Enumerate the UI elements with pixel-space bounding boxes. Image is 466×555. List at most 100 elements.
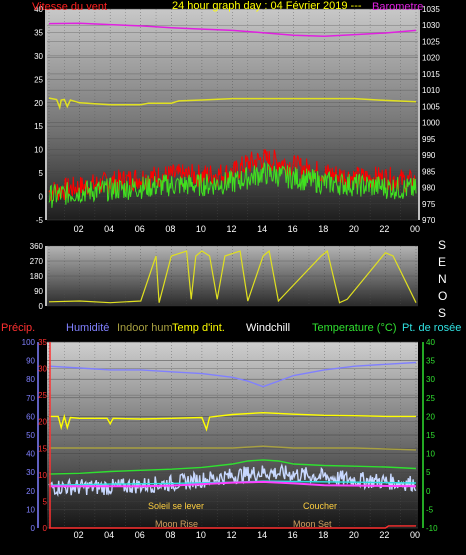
- x-tick-label: 02: [74, 224, 84, 234]
- y-tick-label: 995: [422, 135, 436, 144]
- temp-d-int--line: [49, 411, 416, 432]
- y-tick-label: 0: [43, 524, 48, 533]
- solaire-line: [49, 480, 417, 488]
- wind-noise-line: [48, 162, 417, 208]
- y-tick-label: 35: [38, 338, 47, 347]
- series-wind-baro: [48, 22, 417, 208]
- header-barometer-label: Barometre: [372, 1, 423, 13]
- y-tick-label: 10: [34, 146, 43, 155]
- x-tick-label: 14: [257, 224, 267, 234]
- y-tick-label: 0: [31, 524, 36, 533]
- y-tick-label: 0: [39, 302, 44, 311]
- x-tick-label: 10: [196, 224, 206, 234]
- direction-letter-s-bottom: S: [438, 306, 446, 320]
- ticks-wind: -505101520253035409709759809859909951000…: [34, 5, 440, 225]
- y-tick-label: 1005: [422, 102, 440, 111]
- y-tick-label: 10: [426, 450, 435, 459]
- annotation-moonset: Moon Set: [293, 519, 332, 529]
- ticks-direction: 0 90 180 270 360: [30, 242, 47, 311]
- y-tick-label: 1015: [422, 70, 440, 79]
- direction-line: [48, 249, 417, 304]
- series-line: [48, 97, 417, 111]
- y-tick-label: 60: [26, 412, 35, 421]
- x-tick-label: 08: [165, 530, 175, 540]
- ticks-temp: 010203040506070809010005101520253035-10-…: [22, 338, 438, 533]
- x-tick-label: 20: [349, 224, 359, 234]
- y-tick-label: 15: [38, 444, 47, 453]
- indoor-hum-line: [49, 445, 417, 451]
- legend-temperature: Temperature (°C): [312, 322, 396, 334]
- y-tick-label: 180: [30, 272, 44, 281]
- y-tick-label: 20: [38, 418, 47, 427]
- y-tick-label: 5: [43, 497, 48, 506]
- y-tick-label: -5: [36, 216, 44, 225]
- y-tick-label: 50: [26, 431, 35, 440]
- y-tick-label: 20: [34, 99, 43, 108]
- annotation-moonrise: Moon Rise: [155, 519, 198, 529]
- annotation-sunrise: Soleil se lever: [148, 501, 204, 511]
- header-wind-label: Vitesse du vent: [32, 1, 107, 13]
- y-tick-label: 40: [26, 450, 35, 459]
- legend-precip: Précip.: [1, 322, 35, 334]
- y-tick-label: 90: [26, 357, 35, 366]
- y-tick-label: 40: [426, 338, 435, 347]
- windchill-line: [48, 463, 417, 498]
- x-tick-label: 22: [379, 224, 389, 234]
- legend-indoor-hum: Indoor hum: [117, 322, 173, 334]
- grid-wind: [47, 8, 418, 221]
- x-tick-label: 18: [318, 530, 328, 540]
- y-tick-label: 25: [34, 75, 43, 84]
- y-tick-label: 5: [39, 169, 44, 178]
- x-tick-label: 12: [227, 530, 237, 540]
- y-tick-label: 10: [38, 471, 47, 480]
- y-tick-label: 90: [34, 287, 43, 296]
- x-tick-label: 12: [227, 224, 237, 234]
- direction-letter-o: O: [438, 289, 447, 303]
- y-tick-label: 35: [34, 28, 43, 37]
- y-tick-label: 1000: [422, 119, 440, 128]
- direction-letter-s-top: S: [438, 238, 446, 252]
- x-tick-label: 16: [288, 530, 298, 540]
- y-tick-label: 20: [426, 412, 435, 421]
- pr-cip--line: [49, 525, 416, 529]
- header-title: 24 hour graph day : 04 Février 2019 ---: [172, 0, 362, 12]
- y-tick-label: -10: [426, 524, 438, 533]
- temperature-c--line: [48, 459, 417, 475]
- x-tick-label: 04: [104, 224, 114, 234]
- y-tick-label: 70: [26, 394, 35, 403]
- y-tick-label: 10: [26, 505, 35, 514]
- y-tick-label: 30: [26, 468, 35, 477]
- x-tick-label: 06: [135, 224, 145, 234]
- y-tick-label: 0: [426, 487, 431, 496]
- humidit--line: [48, 361, 417, 388]
- legend-temp-int: Temp d'int.: [172, 322, 225, 334]
- y-tick-label: 15: [34, 122, 43, 131]
- y-tick-label: 1020: [422, 54, 440, 63]
- y-tick-label: 1030: [422, 21, 440, 30]
- direction-letter-n: N: [438, 272, 447, 286]
- x-tick-label: 14: [257, 530, 267, 540]
- direction-letter-e: E: [438, 255, 446, 269]
- y-tick-label: 985: [422, 167, 436, 176]
- y-tick-label: 35: [426, 357, 435, 366]
- y-tick-label: 1010: [422, 86, 440, 95]
- y-tick-label: 0: [39, 193, 44, 202]
- x-tick-label: 04: [104, 530, 114, 540]
- series-temp-hum: [48, 361, 417, 529]
- x-tick-label: 22: [379, 530, 389, 540]
- x-tick-label: 00: [410, 224, 420, 234]
- y-tick-label: 1035: [422, 5, 440, 14]
- y-tick-label: 100: [22, 338, 36, 347]
- Barometre-line: [48, 22, 417, 38]
- legend-humidity: Humidité: [66, 322, 109, 334]
- y-tick-label: 980: [422, 184, 436, 193]
- y-tick-label: -5: [426, 505, 434, 514]
- y-tick-label: 5: [426, 468, 431, 477]
- x-tick-label: 06: [135, 530, 145, 540]
- y-tick-label: 80: [26, 375, 35, 384]
- y-tick-label: 30: [426, 375, 435, 384]
- x-tick-label: 08: [165, 224, 175, 234]
- annotation-sunset: Coucher: [303, 501, 337, 511]
- x-tick-label: 16: [288, 224, 298, 234]
